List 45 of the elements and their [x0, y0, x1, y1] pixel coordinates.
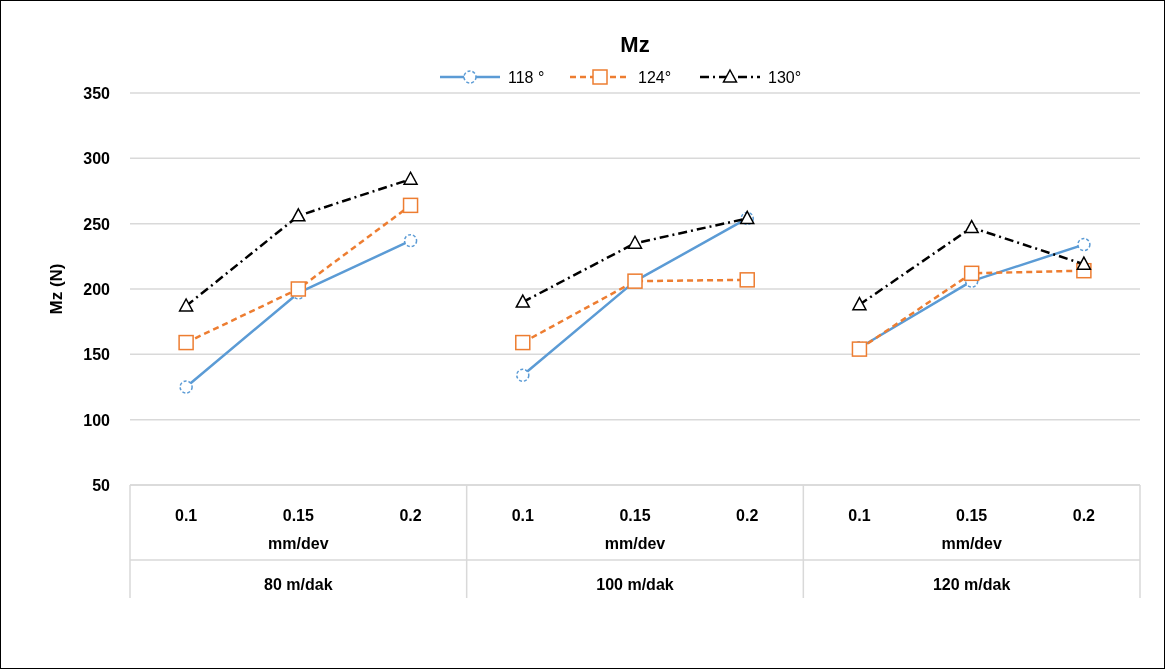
point	[516, 368, 530, 382]
text: 120 m/dak	[932, 576, 1011, 593]
point	[852, 296, 867, 311]
point	[178, 334, 194, 351]
legend-label: 124°	[638, 69, 672, 86]
y-tick-label: 150	[83, 346, 111, 364]
point	[290, 281, 307, 297]
text: mm/dev	[941, 535, 1002, 552]
y-tick-label: 300	[83, 150, 111, 168]
chart-title: Mz	[620, 32, 650, 57]
x-tick-label: 0.1	[174, 507, 198, 524]
point	[403, 171, 418, 185]
point	[627, 235, 643, 250]
point	[179, 380, 193, 394]
point	[739, 272, 755, 288]
x-tick-label: 0.2	[736, 507, 759, 524]
x-axis-title: mm/dev	[268, 535, 329, 552]
text: 80 m/dak	[264, 576, 333, 593]
y-axis-title: Mz (N)	[47, 263, 66, 315]
y-tick-label: 350	[83, 85, 111, 102]
point	[1077, 237, 1091, 252]
point	[291, 208, 306, 222]
x-tick-label: 0.1	[848, 507, 871, 524]
x-tick-label: 0.15	[619, 507, 651, 524]
point	[1076, 256, 1092, 270]
y-tick-label: 100	[83, 411, 111, 429]
text: 100 m/dak	[596, 576, 674, 593]
point	[515, 294, 531, 308]
point	[963, 265, 980, 282]
y-tick-label: 250	[83, 215, 111, 233]
x-tick-label: 0.1	[511, 507, 534, 524]
x-tick-label: 0.2	[399, 507, 422, 524]
point	[178, 298, 194, 312]
point	[402, 197, 419, 214]
x-tick-label: 0.15	[956, 507, 988, 524]
point	[964, 219, 979, 234]
x-tick-label: 0.15	[282, 507, 315, 524]
point	[515, 334, 531, 351]
text: mm/dev	[604, 535, 666, 552]
legend-label: 118 °	[508, 69, 545, 86]
y-tick-label: 50	[92, 477, 111, 494]
x-tick-label: 0.2	[1072, 507, 1096, 524]
point	[403, 233, 418, 248]
y-tick-label: 200	[83, 281, 111, 298]
legend-label: 130°	[768, 69, 802, 86]
